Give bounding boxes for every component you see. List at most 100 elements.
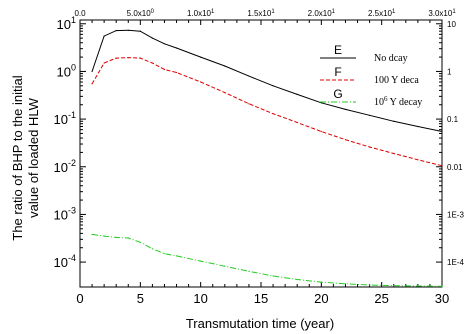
series-line-F [91, 57, 443, 167]
data-point [163, 253, 166, 255]
data-point [139, 57, 141, 59]
top-tick-exponent: 1 [211, 9, 215, 15]
data-point [175, 71, 178, 74]
data-point [441, 130, 443, 133]
data-point [163, 68, 166, 71]
data-point [91, 83, 93, 85]
x-tick-label: 10 [193, 291, 207, 306]
top-tick-exponent: 1 [392, 9, 396, 15]
y-tick-exponent: -4 [68, 253, 76, 263]
data-point [320, 130, 322, 133]
data-point [369, 284, 371, 286]
top-tick-label: 2.5x101 [368, 9, 396, 18]
data-point [175, 255, 178, 257]
legend: E No dcay F 100 Y deca G 106 Y decay [320, 43, 422, 108]
x-tick-label: 30 [435, 291, 449, 306]
legend-label-sup: 6 [384, 95, 388, 103]
top-tick-mantissa: 2.0x10 [308, 9, 333, 18]
y-tick-label: 10-2 [54, 158, 76, 175]
data-point [296, 93, 298, 95]
data-point [248, 75, 250, 77]
y-tick-base: 10 [57, 64, 71, 79]
legend-label-G: 106 Y decay [374, 95, 422, 108]
y-axis-title-line2: value of loaded HLW [26, 97, 41, 217]
legend-letter-F: F [334, 65, 341, 79]
top-tick-mantissa: 3.0x10 [428, 9, 453, 18]
right-tick-label: 0.1 [447, 115, 459, 124]
data-point [115, 57, 117, 59]
top-tick-exponent: 1 [332, 9, 336, 15]
x-tick-label: 25 [374, 291, 388, 306]
data-point [248, 270, 250, 272]
data-point [139, 241, 141, 243]
top-tick-mantissa: 0.0 [74, 9, 86, 18]
y-tick-exponent: 0 [71, 62, 76, 72]
y-tick-label: 10-1 [54, 110, 76, 127]
data-point [91, 70, 93, 73]
data-point [151, 248, 153, 250]
top-tick-mantissa: 1.5x10 [247, 9, 272, 18]
top-tick-label: 1.5x101 [247, 9, 275, 18]
x-tick-label: 20 [314, 291, 328, 306]
legend-label-prefix: 10 [374, 97, 384, 108]
legend-label-suffix: Y decay [388, 97, 423, 108]
data-point [344, 108, 347, 110]
data-point [320, 281, 322, 283]
y-tick-base: 10 [57, 17, 71, 32]
data-point [344, 139, 347, 141]
right-tick-label: 1 [447, 67, 452, 76]
series-layer [91, 29, 443, 287]
data-point [224, 91, 226, 94]
top-tick-exponent: 1 [452, 9, 456, 15]
data-point [441, 165, 443, 167]
series-F [91, 57, 443, 167]
data-point [224, 265, 226, 267]
right-tick-label: 1E-3 [447, 210, 464, 219]
data-point [272, 113, 274, 115]
data-point [393, 285, 395, 287]
data-point [115, 29, 117, 32]
data-point [417, 285, 419, 287]
y-tick-base: 10 [54, 255, 68, 270]
data-point [369, 146, 371, 148]
data-point [417, 125, 419, 128]
data-point [103, 235, 105, 237]
data-point [200, 81, 202, 83]
top-tick-label: 1.0x101 [187, 9, 215, 18]
top-tick-label: 3.0x101 [428, 9, 456, 18]
data-point [127, 57, 129, 59]
data-point [103, 62, 105, 64]
right-tick-label: 0.01 [447, 163, 463, 172]
data-point [296, 278, 298, 281]
data-point [369, 114, 371, 116]
top-tick-mantissa: 1.0x10 [187, 9, 212, 18]
data-point [272, 85, 274, 87]
data-point [163, 43, 166, 45]
y-tick-label: 10-4 [54, 253, 76, 270]
data-point [127, 237, 129, 239]
data-point [417, 159, 419, 161]
data-point [103, 35, 105, 37]
right-tick-label: 10 [447, 20, 456, 29]
data-point [200, 260, 202, 262]
top-tick-label: 2.0x101 [308, 9, 336, 18]
data-point [200, 56, 202, 58]
y-tick-base: 10 [54, 207, 68, 222]
legend-label-F: 100 Y deca [374, 75, 419, 86]
y-axis-title-line1: The ratio of BHP to the initial [10, 75, 25, 240]
x-tick-label: 5 [137, 291, 144, 306]
x-axis-title: Transmutation time (year) [186, 316, 334, 331]
legend-letter-E: E [334, 43, 342, 57]
data-point [127, 29, 129, 31]
y-tick-exponent: -3 [68, 205, 76, 215]
y-tick-base: 10 [54, 160, 68, 175]
legend-label-prefix: 100 Y deca [374, 75, 419, 86]
top-tick-exponent: 0 [151, 9, 155, 15]
top-tick-mantissa: 2.5x10 [368, 9, 393, 18]
data-point [393, 152, 395, 155]
data-point [115, 236, 117, 238]
series-G [91, 233, 443, 287]
y-tick-exponent: 1 [71, 15, 76, 25]
legend-label-E: No dcay [374, 53, 408, 64]
